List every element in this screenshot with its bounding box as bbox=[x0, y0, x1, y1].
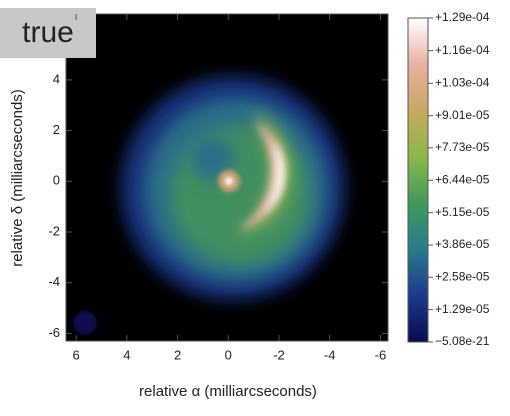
badge-box bbox=[0, 8, 96, 58]
colorbar-tick-label: +9.01e-05 bbox=[435, 108, 490, 122]
colorbar-tick-label: +3.86e-05 bbox=[435, 237, 490, 251]
inner-disk bbox=[170, 125, 310, 265]
y-axis-label: relative δ (milliarcseconds) bbox=[9, 89, 26, 267]
colorbar-tick-label: −5.08e-21 bbox=[435, 334, 490, 348]
colorbar-tick-label: +7.73e-05 bbox=[435, 140, 490, 154]
y-tick-label: -2 bbox=[48, 223, 60, 238]
central-core bbox=[225, 177, 233, 185]
beam bbox=[73, 311, 97, 335]
colorbar-tick-label: +6.44e-05 bbox=[435, 172, 490, 186]
y-tick-label: -6 bbox=[48, 325, 60, 340]
y-tick-label: 2 bbox=[53, 122, 60, 137]
colorbar-tick-label: +1.29e-04 bbox=[435, 10, 490, 24]
x-tick-label: 2 bbox=[174, 347, 181, 362]
badge: true bbox=[22, 16, 74, 49]
x-tick-label: -6 bbox=[375, 347, 387, 362]
image bbox=[66, 14, 388, 341]
colorbar-tick-label: +1.03e-04 bbox=[435, 75, 490, 89]
x-tick-label: 0 bbox=[225, 347, 232, 362]
colorbar bbox=[407, 17, 429, 343]
colorbar-tick-label: +1.16e-04 bbox=[435, 43, 490, 57]
y-tick-label: -4 bbox=[48, 274, 60, 289]
colorbar-tick-label: +2.58e-05 bbox=[435, 269, 490, 283]
x-axis-label: relative α (milliarcseconds) bbox=[139, 383, 317, 400]
plot-frame bbox=[65, 13, 389, 342]
colorbar-tick-label: +1.29e-05 bbox=[435, 302, 490, 316]
x-tick-label: 6 bbox=[73, 347, 80, 362]
x-tick-label: -2 bbox=[273, 347, 285, 362]
y-tick-label: 0 bbox=[53, 173, 60, 188]
hollow bbox=[190, 136, 234, 180]
x-tick-label: -4 bbox=[324, 347, 336, 362]
x-tick-label: 4 bbox=[123, 347, 130, 362]
crescent-core bbox=[262, 140, 285, 214]
colorbar-tick-label: +5.15e-05 bbox=[435, 205, 490, 219]
y-tick-label: 4 bbox=[53, 71, 60, 86]
